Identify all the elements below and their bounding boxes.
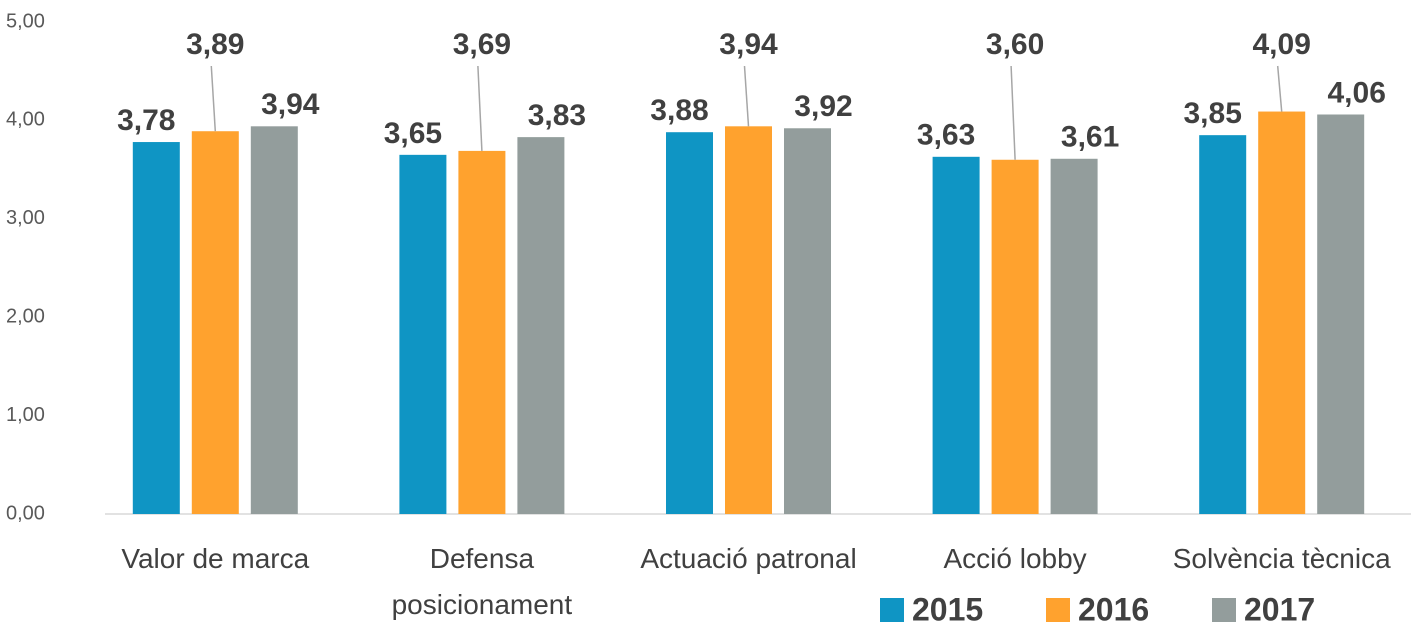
- value-label: 3,85: [1184, 97, 1242, 130]
- x-tick-label: Defensa posicionament: [391, 543, 573, 620]
- bar: [458, 150, 506, 515]
- value-label: 3,61: [1061, 121, 1119, 154]
- value-label: 3,94: [719, 28, 778, 61]
- value-label: 3,94: [261, 88, 320, 121]
- bar: [191, 131, 239, 514]
- y-tick-label: 3,00: [6, 207, 45, 229]
- legend-label: 2015: [912, 591, 983, 627]
- legend-swatch: [1212, 598, 1236, 622]
- bar: [991, 159, 1039, 514]
- bar: [132, 142, 180, 514]
- bar: [1199, 135, 1247, 514]
- leader-line: [1276, 65, 1283, 112]
- leader-line: [210, 65, 217, 132]
- leader-line: [743, 65, 750, 127]
- x-tick-label: Actuació patronal: [640, 543, 857, 574]
- value-label: 3,92: [794, 90, 852, 123]
- x-tick-label: Solvència tècnica: [1172, 543, 1391, 574]
- value-label: 3,65: [384, 117, 442, 150]
- bar: [1258, 111, 1306, 514]
- bar: [517, 137, 565, 515]
- bar: [784, 128, 831, 514]
- bar: [1050, 158, 1098, 514]
- value-label: 3,88: [650, 94, 708, 127]
- value-label: 3,89: [186, 28, 244, 61]
- value-label: 4,06: [1328, 76, 1386, 109]
- y-tick-label: 5,00: [6, 10, 45, 32]
- leader-line: [1010, 65, 1016, 160]
- value-label: 3,60: [986, 28, 1044, 61]
- legend-label: 2016: [1078, 591, 1149, 627]
- value-label: 4,09: [1253, 28, 1311, 61]
- y-tick-label: 1,00: [6, 404, 45, 426]
- x-tick-label: Acció lobby: [943, 543, 1087, 574]
- y-tick-label: 2,00: [6, 305, 45, 327]
- value-label: 3,69: [453, 28, 511, 61]
- bar: [250, 126, 298, 514]
- value-label: 3,78: [117, 104, 175, 137]
- legend-swatch: [1046, 598, 1070, 622]
- bar: [932, 156, 980, 515]
- leader-line: [477, 65, 483, 151]
- legend-label: 2017: [1244, 591, 1315, 627]
- legend-swatch: [880, 598, 904, 622]
- value-label: 3,63: [917, 119, 975, 152]
- bar: [399, 154, 447, 514]
- bar: [1317, 114, 1365, 514]
- y-tick-label: 0,00: [6, 502, 45, 524]
- value-label: 3,83: [528, 99, 586, 132]
- y-tick-label: 4,00: [6, 109, 45, 131]
- x-tick-label: Valor de marca: [121, 543, 310, 574]
- bar: [725, 126, 772, 514]
- bar: [666, 132, 713, 514]
